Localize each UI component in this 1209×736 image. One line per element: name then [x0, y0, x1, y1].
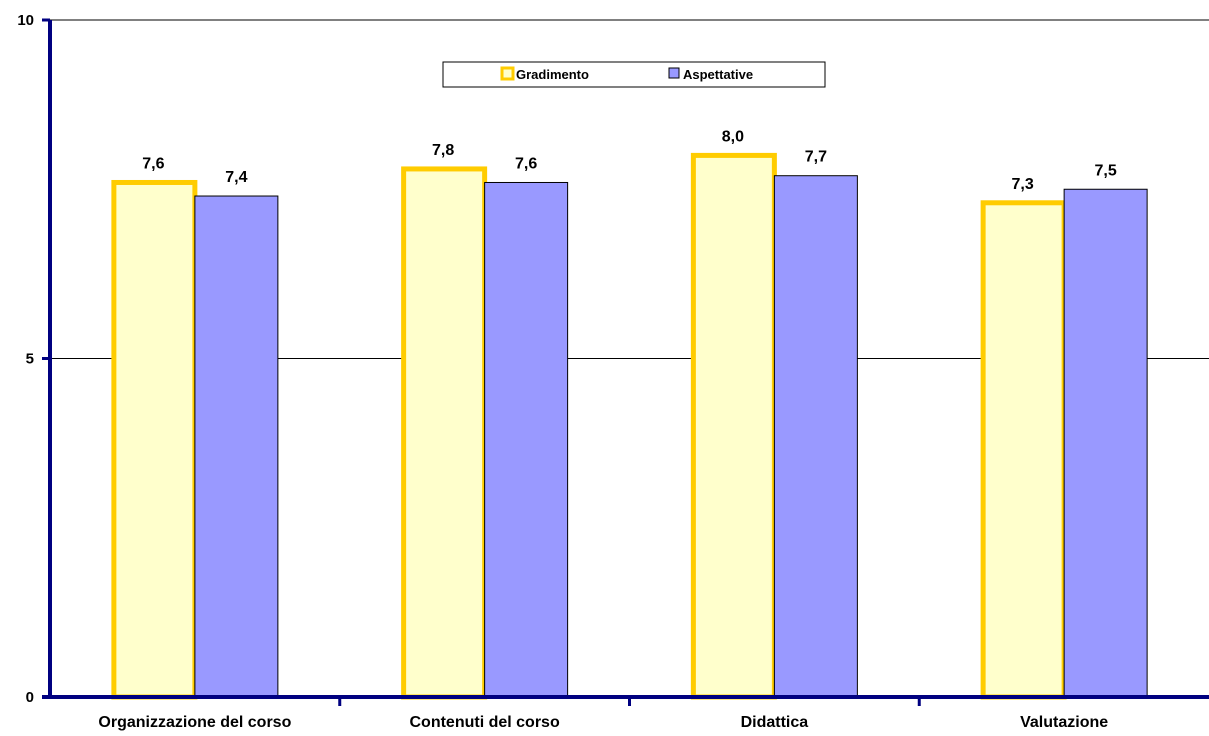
- axes: [42, 18, 1209, 706]
- data-labels: 7,6 7,4 7,8 7,6 8,0 7,7 7,3 7,5: [142, 128, 1117, 192]
- y-tick-label: 0: [26, 689, 34, 706]
- data-label-aspettative: 7,6: [515, 155, 537, 172]
- category-label: Valutazione: [1020, 714, 1108, 731]
- bar-gradimento: [690, 152, 777, 700]
- bars: [111, 152, 1148, 700]
- bar-aspettative: [194, 195, 279, 698]
- category-labels: Organizzazione del corso Contenuti del co…: [98, 714, 1108, 731]
- data-label-aspettative: 7,7: [805, 149, 827, 166]
- bar-aspettative: [1063, 188, 1148, 698]
- data-label-aspettative: 7,4: [225, 169, 247, 186]
- bar-gradimento: [980, 200, 1067, 700]
- legend-swatch-gradimento: [500, 66, 515, 81]
- category-label: Didattica: [741, 714, 809, 731]
- data-label-gradimento: 7,3: [1012, 176, 1034, 193]
- data-label-aspettative: 7,5: [1095, 162, 1117, 179]
- legend-box: [442, 61, 826, 88]
- legend-label-aspettative: Aspettative: [683, 67, 753, 82]
- legend-label-gradimento: Gradimento: [516, 67, 589, 82]
- bar-aspettative: [773, 175, 858, 698]
- y-tick-label: 5: [26, 351, 34, 368]
- y-tick-label: 10: [17, 12, 34, 29]
- data-label-gradimento: 8,0: [722, 128, 744, 145]
- category-label: Contenuti del corso: [410, 714, 560, 731]
- y-tick-labels: 0 5 10: [17, 12, 34, 706]
- bar-aspettative: [484, 181, 569, 698]
- category-label: Organizzazione del corso: [98, 714, 291, 731]
- bar-gradimento: [401, 166, 488, 700]
- data-label-gradimento: 7,6: [142, 155, 164, 172]
- data-label-gradimento: 7,8: [432, 142, 454, 159]
- legend-swatch-aspettative: [668, 67, 680, 79]
- legend: Gradimento Aspettative: [442, 61, 826, 88]
- bar-gradimento: [111, 179, 198, 700]
